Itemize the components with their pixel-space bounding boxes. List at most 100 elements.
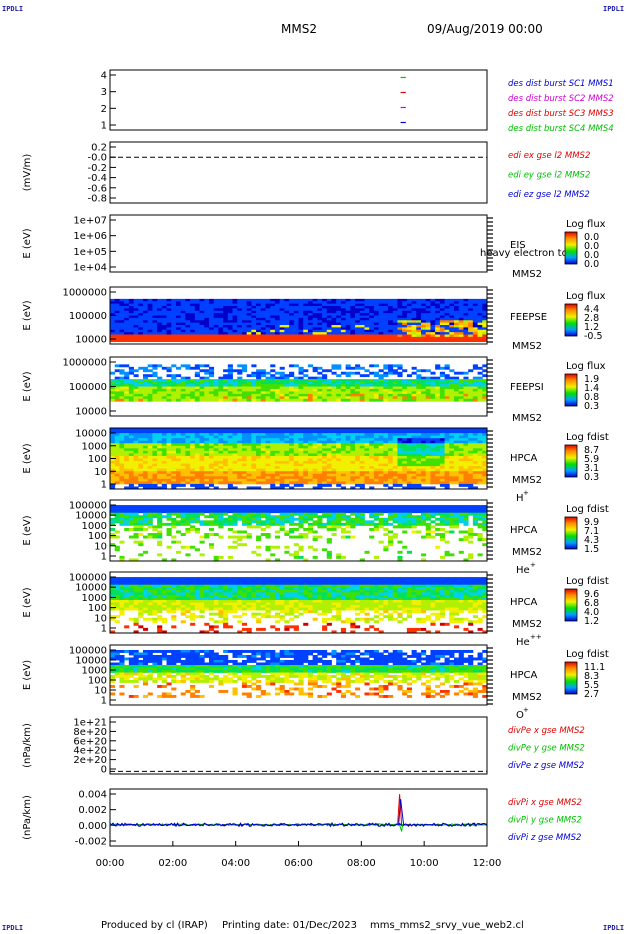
- spectrogram-cell: [208, 453, 215, 457]
- spectrogram-cell: [260, 440, 266, 444]
- spectrogram-cell: [392, 384, 398, 387]
- spectrogram-cell: [345, 339, 351, 343]
- spectrogram-cell: [256, 478, 262, 482]
- spectrogram-cell: [171, 468, 177, 472]
- spectrogram-cell: [223, 510, 229, 514]
- spectrogram-cell: [307, 322, 314, 326]
- spectrogram-cell: [213, 486, 219, 490]
- spectrogram-cell: [114, 440, 120, 444]
- spectrogram-cell: [477, 458, 483, 462]
- spectrogram-cell: [444, 481, 450, 485]
- spectrogram-cell: [213, 440, 219, 444]
- spectrogram-cell: [279, 374, 285, 378]
- spectrogram-cell: [289, 438, 295, 442]
- spectrogram-cell: [373, 515, 380, 519]
- spectrogram-cell: [421, 384, 427, 387]
- spectrogram-cell: [218, 306, 224, 309]
- spectrogram-cell: [355, 443, 361, 447]
- spectrogram-cell: [444, 317, 450, 321]
- spectrogram-cell: [180, 507, 186, 511]
- spectrogram-cell: [157, 391, 163, 395]
- spectrogram-cell: [425, 481, 431, 485]
- spectrogram-cell: [468, 473, 474, 477]
- spectrogram-cell: [340, 522, 347, 526]
- spectrogram-cell: [322, 525, 328, 529]
- spectrogram-cell: [359, 486, 365, 490]
- spectrogram-cell: [425, 329, 431, 333]
- spectrogram-cell: [392, 334, 398, 338]
- spectrogram-cell: [326, 386, 332, 390]
- spectrogram-cell: [265, 473, 271, 477]
- spectrogram-cell: [270, 391, 276, 395]
- spectrogram-cell: [199, 376, 205, 380]
- spectrogram-cell: [439, 374, 445, 378]
- spectrogram-cell: [463, 483, 469, 487]
- spectrogram-cell: [322, 428, 328, 431]
- spectrogram-cell: [303, 468, 309, 472]
- spectrogram-cell: [142, 376, 149, 380]
- spectrogram-cell: [180, 453, 186, 457]
- spectrogram-cell: [468, 481, 474, 485]
- spectrogram-cell: [142, 512, 149, 516]
- spectrogram-cell: [322, 334, 328, 338]
- spectrogram-cell: [208, 545, 215, 549]
- spectrogram-cell: [246, 379, 252, 382]
- spectrogram-cell: [326, 473, 332, 477]
- spectrogram-cell: [279, 339, 285, 343]
- spectrogram-cell: [421, 448, 427, 452]
- spectrogram-cell: [270, 463, 276, 467]
- spectrogram-cell: [340, 515, 347, 519]
- spectrogram-cell: [392, 369, 398, 373]
- spectrogram-cell: [175, 530, 182, 534]
- spectrogram-cell: [392, 301, 398, 305]
- spectrogram-cell: [340, 476, 347, 480]
- spectrogram-cell: [411, 317, 417, 321]
- spectrogram-cell: [350, 334, 356, 338]
- spectrogram-cell: [411, 371, 417, 375]
- spectrogram-cell: [180, 515, 186, 519]
- spectrogram-cell: [270, 329, 276, 333]
- spectrogram-cell: [119, 468, 125, 472]
- spectrogram-cell: [265, 468, 271, 472]
- spectrogram-cell: [449, 384, 455, 387]
- spectrogram-cell: [199, 325, 205, 328]
- spectrogram-cell: [355, 481, 361, 485]
- spectrogram-cell: [364, 298, 370, 302]
- spectrogram-cell: [373, 325, 380, 328]
- spectrogram-cell: [425, 466, 431, 470]
- spectrogram-cell: [152, 438, 158, 442]
- spectrogram-cell: [298, 301, 304, 305]
- spectrogram-cell: [444, 468, 450, 472]
- spectrogram-cell: [307, 515, 314, 519]
- spectrogram-cell: [439, 445, 445, 449]
- spectrogram-cell: [185, 364, 191, 368]
- spectrogram-cell: [454, 310, 460, 314]
- spectrogram-cell: [279, 517, 285, 521]
- spectrogram-cell: [171, 374, 177, 378]
- spectrogram-cell: [152, 301, 158, 305]
- spectrogram-cell: [435, 476, 441, 480]
- spectrogram-cell: [194, 374, 200, 378]
- spectrogram-cell: [279, 520, 285, 524]
- spectrogram-cell: [293, 301, 299, 305]
- spectrogram-cell: [171, 384, 177, 387]
- spectrogram-cell: [185, 438, 191, 442]
- spectrogram-cell: [369, 507, 375, 511]
- spectrogram-cell: [274, 303, 281, 307]
- spectrogram-cell: [166, 430, 172, 434]
- spectrogram-cell: [147, 322, 153, 326]
- spectrogram-cell: [227, 435, 233, 439]
- spectrogram-cell: [133, 303, 139, 307]
- spectrogram-cell: [355, 517, 361, 521]
- spectrogram-cell: [114, 458, 120, 462]
- spectrogram-cell: [416, 376, 422, 380]
- spectrogram-cell: [157, 443, 163, 447]
- spectrogram-cell: [241, 379, 248, 382]
- instrument-label: FEEPSE: [510, 312, 547, 323]
- spectrogram-cell: [185, 453, 191, 457]
- spectrogram-cell: [435, 438, 441, 442]
- spectrogram-cell: [157, 458, 163, 462]
- spectrogram-cell: [114, 308, 120, 312]
- spectrogram-cell: [388, 438, 394, 442]
- spectrogram-cell: [411, 301, 417, 305]
